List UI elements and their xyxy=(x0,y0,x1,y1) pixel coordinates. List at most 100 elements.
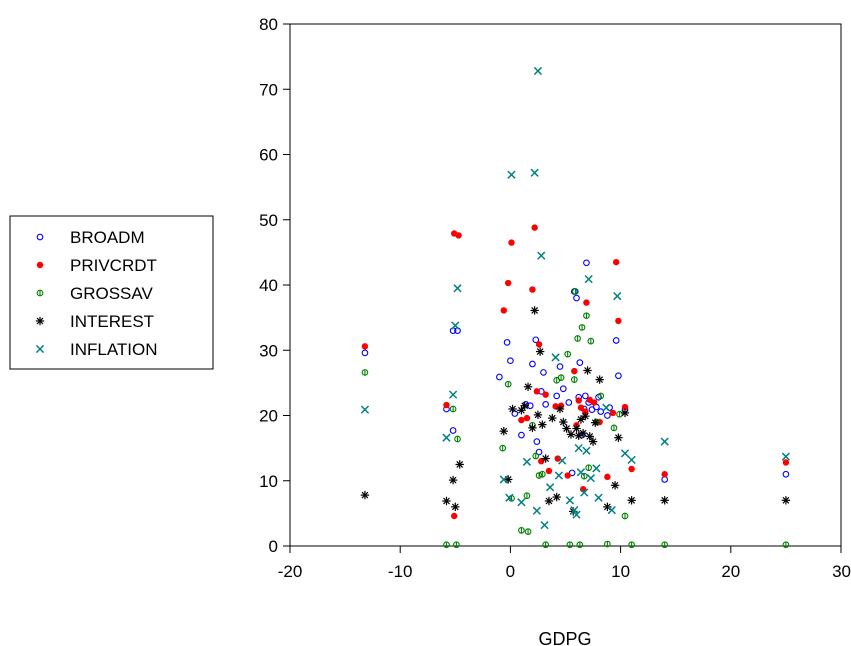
legend-label-grossav: GROSSAV xyxy=(70,284,153,303)
data-point-interest xyxy=(574,431,583,440)
data-point-grossav xyxy=(597,392,605,400)
data-point-interest xyxy=(544,496,554,506)
data-point-grossav xyxy=(616,410,623,418)
data-point-inflation xyxy=(594,493,603,502)
data-point-inflation xyxy=(551,353,560,362)
data-point-inflation xyxy=(582,446,591,455)
data-point-interest xyxy=(523,382,533,391)
legend-marker-grossav xyxy=(36,289,44,297)
data-point-privcrdt xyxy=(577,404,585,411)
data-point-interest xyxy=(451,502,460,512)
y-tick-label: 20 xyxy=(259,407,278,426)
data-point-privcrdt xyxy=(443,401,450,409)
data-point-interest xyxy=(528,423,537,433)
legend-marker-broadm xyxy=(36,233,44,241)
data-point-grossav xyxy=(576,541,584,549)
data-point-privcrdt xyxy=(542,391,549,398)
data-point-privcrdt xyxy=(531,224,538,231)
data-point-privcrdt xyxy=(533,388,541,395)
data-point-privcrdt xyxy=(500,307,507,314)
data-point-inflation xyxy=(572,510,581,519)
data-point-broadm xyxy=(507,357,514,365)
data-point-inflation xyxy=(360,405,370,414)
data-point-inflation xyxy=(540,520,549,530)
data-point-broadm xyxy=(449,427,457,434)
data-point-inflation xyxy=(613,291,622,301)
data-point-interest xyxy=(533,410,543,420)
data-point-privcrdt xyxy=(571,367,578,375)
data-point-grossav xyxy=(518,526,525,534)
data-point-inflation xyxy=(574,443,583,453)
data-point-privcrdt xyxy=(535,341,543,348)
data-point-interest xyxy=(660,496,669,505)
data-point-inflation xyxy=(627,455,636,465)
data-point-inflation xyxy=(448,390,458,399)
data-point-broadm xyxy=(518,431,525,439)
data-point-broadm xyxy=(496,373,503,381)
data-point-privcrdt xyxy=(538,457,545,465)
data-point-interest xyxy=(530,306,539,315)
data-point-grossav xyxy=(532,452,540,460)
legend-label-inflation: INFLATION xyxy=(70,340,158,359)
data-point-grossav xyxy=(574,335,581,342)
data-point-interest xyxy=(581,411,590,421)
data-point-privcrdt xyxy=(455,232,462,239)
data-point-broadm xyxy=(535,448,543,456)
legend-label-privcrdt: PRIVCRDT xyxy=(70,256,157,275)
data-point-interest xyxy=(583,366,592,375)
data-point-inflation xyxy=(537,251,546,260)
data-point-interest xyxy=(572,424,581,433)
y-tick-label: 0 xyxy=(269,537,278,556)
data-point-inflation xyxy=(586,474,595,483)
data-points-group xyxy=(360,66,791,549)
data-point-broadm xyxy=(553,392,561,400)
data-point-privcrdt xyxy=(523,414,531,422)
data-point-interest xyxy=(614,433,623,442)
data-point-interest xyxy=(578,428,588,438)
data-point-interest xyxy=(541,454,550,463)
data-point-interest xyxy=(555,404,565,414)
data-point-grossav xyxy=(453,541,460,549)
y-tick-label: 60 xyxy=(259,146,278,165)
data-point-inflation xyxy=(607,505,616,515)
data-point-inflation xyxy=(453,284,462,293)
data-point-privcrdt xyxy=(615,317,622,325)
data-point-inflation xyxy=(507,170,516,179)
data-point-inflation xyxy=(451,321,460,330)
x-tick-label: -10 xyxy=(388,562,413,581)
data-point-interest xyxy=(499,426,508,436)
data-point-broadm xyxy=(542,401,550,408)
data-point-broadm xyxy=(533,438,541,445)
data-point-broadm xyxy=(597,408,605,415)
data-point-broadm xyxy=(615,372,622,380)
data-point-broadm xyxy=(556,363,564,370)
data-point-broadm xyxy=(529,360,536,368)
series-inflation xyxy=(360,66,791,530)
data-point-inflation xyxy=(602,403,611,412)
data-point-grossav xyxy=(621,512,629,520)
data-point-inflation xyxy=(570,505,579,515)
data-point-interest xyxy=(508,404,517,414)
data-point-grossav xyxy=(524,528,532,535)
data-point-broadm xyxy=(540,369,547,376)
data-point-privcrdt xyxy=(612,258,620,266)
data-point-interest xyxy=(552,492,561,502)
data-point-privcrdt xyxy=(782,459,790,466)
y-tick-label: 30 xyxy=(259,341,278,360)
data-point-grossav xyxy=(443,541,450,549)
x-tick-label: -20 xyxy=(278,562,303,581)
data-point-grossav xyxy=(499,444,507,452)
data-point-inflation xyxy=(558,456,567,465)
plot-frame xyxy=(289,23,842,547)
data-point-interest xyxy=(781,496,791,505)
data-point-grossav xyxy=(542,541,550,549)
data-point-privcrdt xyxy=(621,403,629,411)
data-point-interest xyxy=(603,502,612,512)
data-point-inflation xyxy=(781,452,791,461)
data-point-grossav xyxy=(449,405,457,413)
series-interest xyxy=(360,306,791,516)
data-point-interest xyxy=(448,475,458,485)
data-point-interest xyxy=(360,490,370,500)
data-point-grossav xyxy=(604,540,611,548)
